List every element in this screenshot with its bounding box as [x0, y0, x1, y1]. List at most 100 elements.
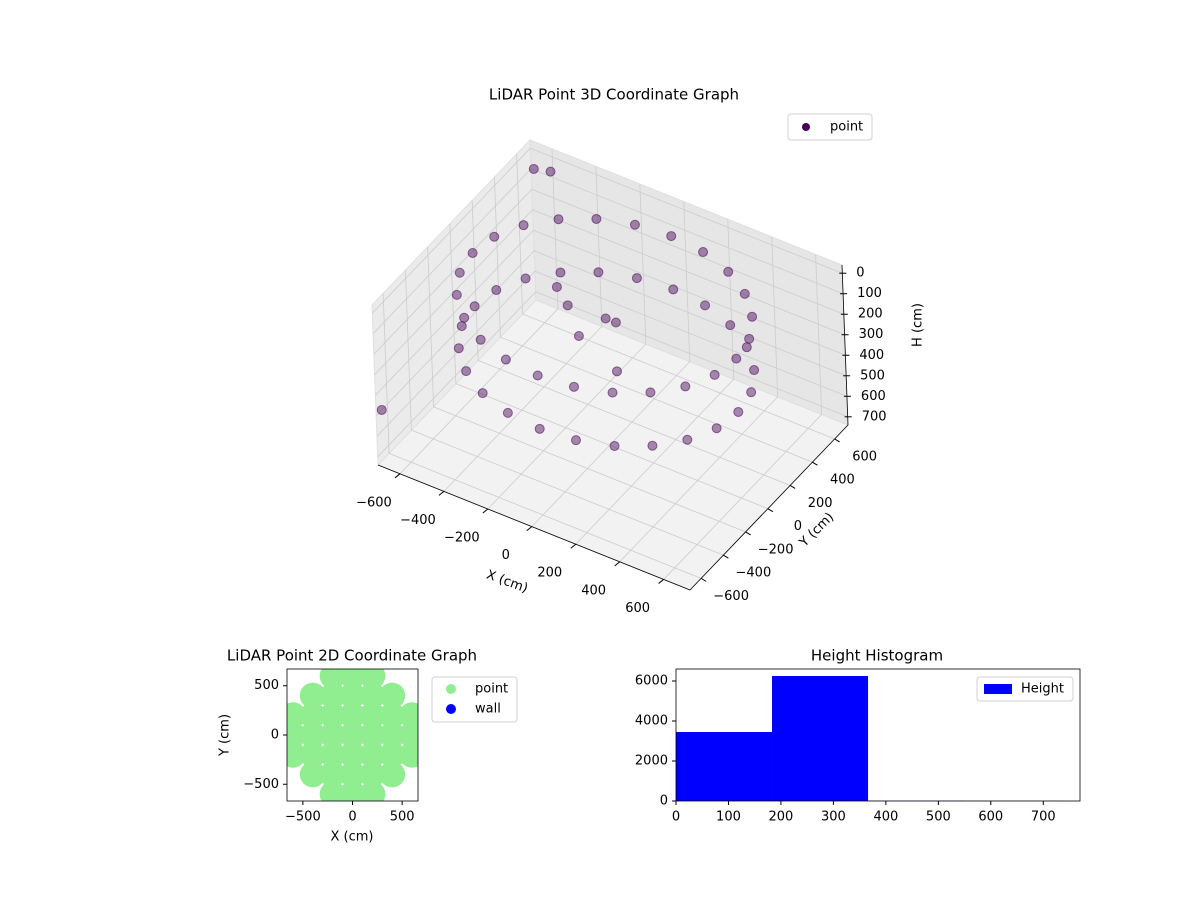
- point: [749, 365, 760, 376]
- y-tick-label: 400: [830, 473, 855, 488]
- point: [520, 273, 531, 284]
- point: [319, 702, 346, 729]
- x-tick: [482, 508, 489, 514]
- point: [451, 289, 462, 300]
- point: [725, 320, 736, 331]
- point: [698, 247, 709, 258]
- x-tick-label: 600: [625, 601, 650, 616]
- legend-label: point: [830, 120, 863, 135]
- x-tick-label: −600: [356, 495, 392, 510]
- legend-label: wall: [475, 702, 501, 717]
- x-tick-label: 300: [821, 810, 846, 825]
- point: [502, 407, 513, 418]
- point: [746, 387, 757, 398]
- z-tick-label: 0: [856, 266, 864, 281]
- point: [339, 682, 366, 709]
- point: [399, 702, 418, 729]
- point: [359, 761, 386, 788]
- x-tick-label: −400: [400, 513, 436, 528]
- grid-line: [516, 153, 524, 314]
- grid-line: [375, 229, 534, 396]
- point: [379, 741, 406, 768]
- y-tick-label: 200: [808, 496, 833, 511]
- point: [591, 213, 602, 224]
- y-tick-label: −600: [713, 589, 749, 604]
- point: [555, 267, 566, 278]
- point: [739, 288, 750, 299]
- x-tick-label: 0: [672, 810, 680, 825]
- point: [461, 366, 472, 377]
- point: [299, 741, 326, 768]
- x-tick-label: −200: [444, 531, 480, 546]
- x-tick: [658, 579, 664, 584]
- grid-line: [433, 406, 746, 533]
- point: [680, 381, 691, 392]
- point: [629, 219, 640, 230]
- x-tick-label: 400: [581, 583, 606, 598]
- point: [299, 761, 326, 788]
- x-tick: [526, 526, 533, 532]
- point: [453, 343, 464, 354]
- point: [500, 354, 511, 365]
- y-tick-label: 0: [794, 519, 802, 534]
- point: [339, 722, 366, 748]
- x-tick-label: 700: [1031, 810, 1056, 825]
- z-tick-label: 600: [861, 389, 886, 404]
- x-tick: [570, 543, 577, 549]
- legend-label: point: [475, 682, 508, 697]
- x-tick-label: 200: [537, 566, 562, 581]
- point: [631, 273, 642, 284]
- grid-line: [575, 378, 735, 545]
- point: [711, 423, 722, 434]
- point: [359, 682, 386, 709]
- point: [731, 353, 742, 364]
- point: [733, 406, 744, 417]
- y-tick: [834, 438, 840, 443]
- grid-line: [373, 188, 533, 355]
- x-tick: [394, 473, 401, 479]
- axes-frame: [675, 668, 1081, 802]
- point: [600, 313, 611, 324]
- y-tick-label: 0: [660, 794, 668, 809]
- grid-line: [382, 293, 390, 454]
- point: [666, 231, 677, 242]
- z-tick-label: 700: [862, 409, 887, 424]
- point: [607, 387, 618, 398]
- x-tick-label: 600: [978, 810, 1003, 825]
- point: [359, 722, 386, 748]
- point: [299, 702, 326, 729]
- grid-line: [619, 396, 778, 563]
- grid-line: [399, 308, 559, 475]
- point: [747, 311, 758, 322]
- point: [551, 281, 562, 292]
- point: [299, 682, 326, 709]
- point: [339, 781, 366, 801]
- point: [339, 702, 366, 729]
- x-tick-label: 400: [873, 810, 898, 825]
- grid-line: [531, 188, 844, 315]
- point: [545, 166, 556, 177]
- legend-patch: [984, 684, 1012, 694]
- point: [467, 247, 478, 258]
- grid-line: [727, 219, 735, 380]
- point: [645, 387, 656, 398]
- grid-line: [372, 168, 532, 334]
- point: [339, 669, 366, 689]
- point: [475, 334, 486, 345]
- histogram-bar: [772, 676, 869, 801]
- chart-title: LiDAR Point 3D Coordinate Graph: [489, 86, 739, 104]
- y-tick-label: 6000: [635, 674, 668, 689]
- chart-title: Height Histogram: [811, 647, 943, 665]
- grid-line: [388, 453, 702, 579]
- point: [518, 220, 529, 231]
- x-tick-label: 200: [769, 810, 794, 825]
- x-tick-label: 500: [390, 810, 415, 825]
- point: [741, 342, 752, 353]
- grid-line: [815, 254, 823, 415]
- point: [319, 741, 346, 768]
- point: [359, 669, 386, 689]
- point: [379, 702, 406, 729]
- point: [489, 231, 500, 242]
- point: [528, 163, 539, 174]
